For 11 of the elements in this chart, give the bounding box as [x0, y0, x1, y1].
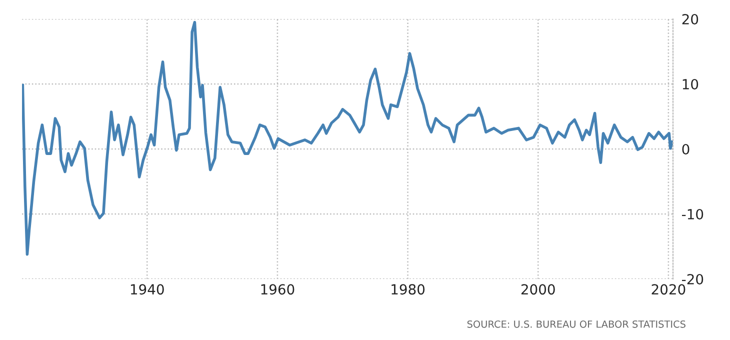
x-tick-label: 1980 [392, 284, 425, 295]
x-tick-label: 1960 [261, 284, 294, 295]
y-tick-label: 0 [682, 144, 690, 154]
x-tick-label: 1940 [130, 284, 164, 295]
y-tick-label: 10 [682, 78, 698, 90]
y-tick-label: -20 [682, 274, 704, 284]
y-tick-label: -10 [682, 208, 704, 220]
x-tick-label: 2000 [521, 284, 555, 295]
x-tick-label: 2020 [652, 284, 686, 295]
y-tick-label: 20 [682, 14, 698, 24]
source-note: SOURCE: U.S. BUREAU OF LABOR STATISTICS [467, 320, 686, 328]
